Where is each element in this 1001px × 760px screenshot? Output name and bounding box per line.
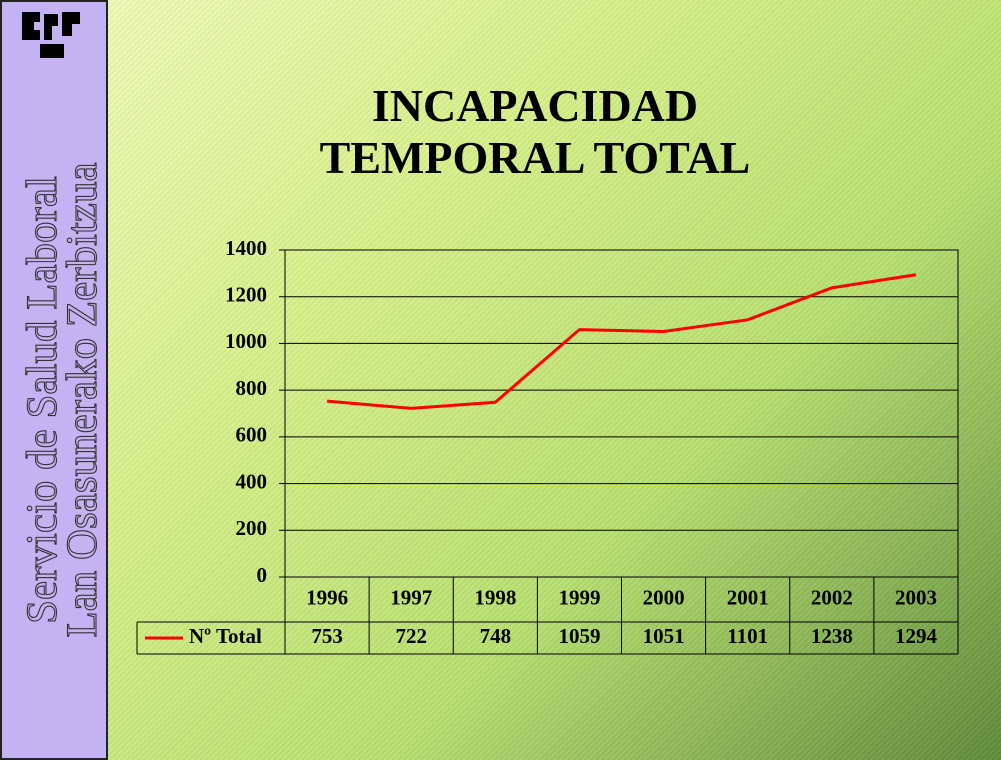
y-tick-label: 400: [236, 469, 268, 493]
x-tick-label: 2003: [895, 585, 937, 609]
title-box: INCAPACIDAD TEMPORAL TOTAL: [319, 80, 751, 183]
legend-label: Nº Total: [189, 624, 262, 648]
y-tick-label: 800: [236, 376, 268, 400]
series-line: [326, 273, 917, 410]
x-tick-label: 2000: [643, 585, 685, 609]
y-tick-label: 1000: [225, 329, 267, 353]
y-tick-label: 1200: [225, 283, 267, 307]
y-tick-label: 200: [236, 516, 268, 540]
sidebar-text: Lan Osasunerako Zerbitzua: [59, 162, 106, 637]
x-tick-label: 1998: [474, 585, 516, 609]
table-value: 1238: [811, 624, 853, 648]
table-value: 722: [395, 624, 427, 648]
x-tick-label: 2002: [811, 585, 853, 609]
y-tick-label: 1400: [225, 236, 267, 260]
y-tick-label: 600: [236, 423, 268, 447]
x-tick-label: 1996: [306, 585, 348, 609]
table-value: 753: [311, 624, 343, 648]
x-tick-label: 1999: [558, 585, 600, 609]
sidebar: [0, 0, 108, 760]
sidebar-text: Servicio de Salud Laboral: [19, 176, 66, 624]
x-tick-label: 1997: [390, 585, 432, 609]
table-value: 1101: [727, 624, 768, 648]
chart-title: INCAPACIDAD TEMPORAL TOTAL: [319, 80, 751, 183]
plot-area: [284, 249, 959, 578]
table-value: 748: [480, 624, 512, 648]
table-value: 1059: [558, 624, 600, 648]
table-value: 1294: [895, 624, 938, 648]
logo: [22, 12, 80, 58]
x-tick-label: 2001: [727, 585, 769, 609]
y-tick-label: 0: [257, 563, 268, 587]
table-value: 1051: [643, 624, 685, 648]
